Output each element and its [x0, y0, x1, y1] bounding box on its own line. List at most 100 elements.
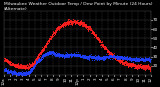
- Point: [146, 67, 148, 68]
- Point: [49, 51, 52, 52]
- Point: [133, 59, 136, 60]
- Point: [60, 56, 63, 58]
- Point: [22, 72, 24, 74]
- Point: [5, 68, 7, 70]
- Point: [86, 26, 89, 27]
- Point: [112, 53, 115, 54]
- Point: [30, 63, 32, 65]
- Point: [142, 59, 145, 61]
- Point: [104, 55, 106, 57]
- Point: [102, 58, 104, 59]
- Point: [39, 52, 42, 53]
- Point: [124, 57, 127, 58]
- Point: [139, 65, 141, 67]
- Point: [111, 56, 114, 57]
- Point: [47, 53, 49, 54]
- Point: [124, 60, 127, 62]
- Point: [80, 22, 83, 23]
- Point: [130, 59, 133, 60]
- Point: [56, 26, 59, 28]
- Point: [18, 74, 20, 75]
- Point: [136, 59, 138, 61]
- Point: [79, 22, 81, 24]
- Point: [115, 55, 117, 57]
- Point: [96, 36, 99, 37]
- Point: [139, 64, 141, 65]
- Point: [20, 72, 22, 74]
- Point: [58, 27, 61, 28]
- Point: [129, 57, 132, 59]
- Point: [86, 25, 89, 26]
- Point: [146, 66, 149, 67]
- Point: [132, 59, 135, 60]
- Point: [140, 59, 142, 60]
- Point: [95, 38, 98, 39]
- Point: [68, 21, 71, 22]
- Point: [95, 37, 97, 38]
- Point: [77, 23, 80, 25]
- Point: [146, 59, 149, 60]
- Point: [124, 56, 126, 58]
- Point: [107, 57, 109, 58]
- Point: [133, 58, 136, 59]
- Point: [87, 26, 90, 27]
- Point: [18, 66, 21, 67]
- Point: [118, 57, 121, 58]
- Point: [133, 59, 135, 60]
- Point: [23, 72, 25, 73]
- Point: [9, 63, 12, 64]
- Point: [138, 60, 140, 62]
- Point: [38, 58, 40, 59]
- Point: [120, 60, 123, 62]
- Point: [100, 56, 102, 58]
- Point: [124, 59, 126, 60]
- Point: [83, 55, 85, 57]
- Point: [79, 56, 82, 57]
- Point: [75, 55, 78, 57]
- Point: [137, 59, 140, 61]
- Point: [21, 66, 24, 68]
- Point: [11, 72, 13, 73]
- Point: [110, 55, 112, 56]
- Point: [69, 21, 72, 23]
- Point: [38, 58, 41, 59]
- Point: [134, 68, 137, 69]
- Point: [9, 71, 12, 73]
- Point: [120, 58, 123, 59]
- Point: [45, 41, 48, 43]
- Point: [79, 53, 81, 55]
- Point: [148, 66, 151, 68]
- Point: [105, 49, 107, 50]
- Point: [139, 66, 141, 67]
- Point: [50, 51, 52, 52]
- Point: [111, 55, 114, 57]
- Point: [125, 58, 128, 59]
- Point: [86, 26, 88, 28]
- Point: [28, 66, 31, 67]
- Point: [21, 66, 24, 67]
- Point: [57, 53, 60, 55]
- Point: [64, 54, 67, 56]
- Point: [109, 51, 111, 53]
- Point: [66, 56, 68, 57]
- Point: [79, 57, 81, 58]
- Point: [63, 55, 66, 56]
- Point: [70, 56, 72, 57]
- Point: [67, 56, 70, 57]
- Point: [64, 25, 66, 26]
- Point: [92, 31, 95, 33]
- Point: [108, 56, 110, 57]
- Point: [68, 54, 71, 55]
- Point: [147, 58, 149, 59]
- Point: [5, 59, 7, 60]
- Point: [50, 50, 52, 52]
- Point: [17, 65, 20, 66]
- Point: [41, 49, 43, 50]
- Point: [98, 39, 101, 41]
- Point: [125, 63, 128, 65]
- Point: [15, 65, 17, 66]
- Point: [58, 27, 60, 29]
- Point: [69, 54, 71, 56]
- Point: [82, 57, 85, 59]
- Point: [33, 61, 36, 62]
